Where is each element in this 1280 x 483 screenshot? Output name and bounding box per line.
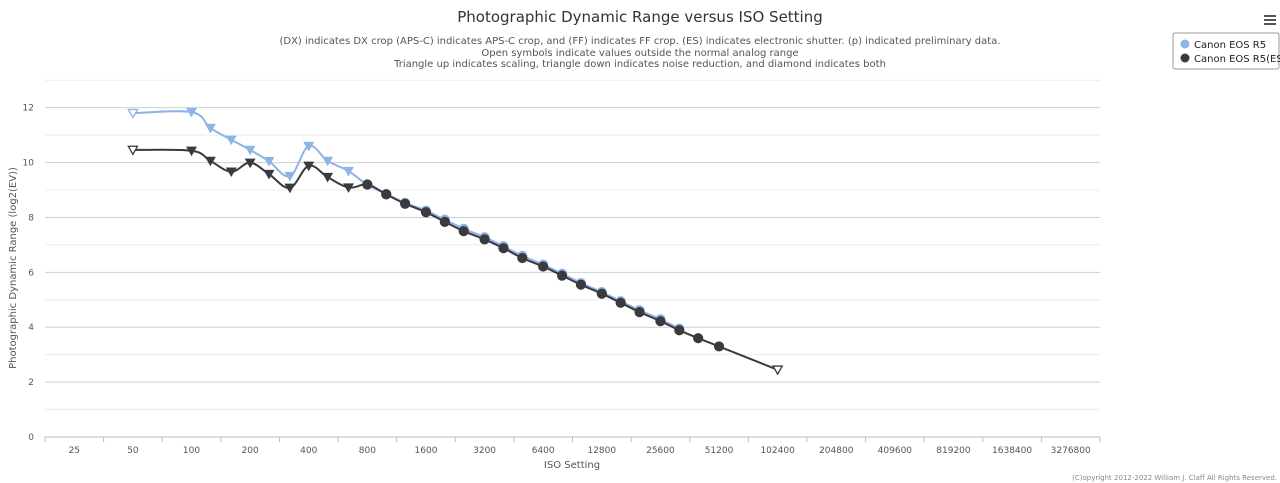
data-point[interactable] <box>303 161 315 172</box>
chart-subtitle-line-3: Triangle up indicates scaling, triangle … <box>393 59 886 70</box>
data-point[interactable] <box>615 297 626 308</box>
chart-title: Photographic Dynamic Range versus ISO Se… <box>457 8 823 26</box>
y-tick-label: 6 <box>28 268 34 278</box>
data-point[interactable] <box>244 145 256 156</box>
data-point[interactable] <box>204 123 216 134</box>
data-point-open[interactable] <box>127 145 139 156</box>
data-point[interactable] <box>381 189 392 200</box>
series-1 <box>127 145 784 376</box>
data-point[interactable] <box>517 252 528 264</box>
data-point[interactable] <box>225 135 237 146</box>
data-point[interactable] <box>556 270 568 281</box>
x-tick-label: 1638400 <box>992 446 1032 456</box>
data-point[interactable] <box>498 243 509 254</box>
data-point[interactable] <box>322 156 334 167</box>
data-point[interactable] <box>693 333 704 344</box>
x-tick-label: 800 <box>359 446 376 456</box>
x-tick-label: 3200 <box>473 446 496 456</box>
data-point[interactable] <box>303 141 315 152</box>
y-axis-title: Photographic Dynamic Range (log2(EV)) <box>8 167 19 369</box>
y-tick-label: 12 <box>23 104 34 114</box>
x-axis-ticks: 25 50 100 200 400 800 1600 3200 6400 12800 25600 51… <box>44 437 1101 456</box>
data-point[interactable] <box>284 183 296 194</box>
data-point[interactable] <box>575 279 587 290</box>
y-axis-ticks: 0 2 4 6 8 10 12 <box>23 104 35 443</box>
y-tick-label: 0 <box>28 433 34 443</box>
data-point[interactable] <box>322 172 334 183</box>
data-point[interactable] <box>362 179 373 190</box>
x-axis-title: ISO Setting <box>544 460 600 471</box>
data-point[interactable] <box>186 146 197 157</box>
y-tick-label: 4 <box>28 323 34 333</box>
x-tick-label: 1600 <box>415 446 438 456</box>
hamburger-menu-icon[interactable] <box>1263 13 1277 27</box>
x-tick-label: 200 <box>242 446 259 456</box>
series-line <box>132 148 778 371</box>
data-point[interactable] <box>343 166 354 177</box>
x-tick-label: 400 <box>300 446 317 456</box>
legend-label-r5: Canon EOS R5 <box>1194 40 1266 51</box>
data-point[interactable] <box>186 107 197 118</box>
data-point[interactable] <box>439 216 450 227</box>
data-point[interactable] <box>713 341 725 352</box>
legend: Canon EOS R5 Canon EOS R5(ES) <box>1172 32 1280 70</box>
legend-item-canon-eos-r5[interactable]: Canon EOS R5 <box>1180 39 1267 52</box>
data-point-open[interactable] <box>127 108 139 119</box>
data-point[interactable] <box>655 316 666 327</box>
chart-subtitle-line-2: Open symbols indicate values outside the… <box>481 48 798 59</box>
data-point[interactable] <box>263 169 275 180</box>
data-point[interactable] <box>458 226 469 237</box>
x-tick-label: 102400 <box>760 446 795 456</box>
data-point[interactable] <box>538 261 549 272</box>
x-tick-label: 409600 <box>878 446 913 456</box>
data-point[interactable] <box>596 288 607 299</box>
data-point[interactable] <box>343 183 354 193</box>
data-point[interactable] <box>284 171 296 182</box>
grid-layer <box>45 79 1100 438</box>
y-tick-label: 10 <box>23 159 35 169</box>
copyright-credits: (C)opyright 2012-2022 William J. Claff A… <box>1072 474 1277 482</box>
data-point[interactable] <box>674 325 685 336</box>
chart-subtitle-line-1: (DX) indicates DX crop (APS-C) indicates… <box>279 36 1000 47</box>
legend-marker-r5 <box>1180 39 1190 49</box>
x-tick-label: 3276800 <box>1051 446 1091 456</box>
data-point[interactable] <box>399 198 411 209</box>
legend-box <box>1172 32 1280 70</box>
y-tick-label: 8 <box>28 213 34 223</box>
x-tick-label: 819200 <box>936 446 971 456</box>
x-tick-label: 204800 <box>819 446 854 456</box>
data-point[interactable] <box>204 156 216 167</box>
x-tick-label: 50 <box>127 446 139 456</box>
x-tick-label: 100 <box>183 446 200 456</box>
x-tick-label: 6400 <box>532 446 555 456</box>
x-tick-label: 12800 <box>587 446 616 456</box>
y-tick-label: 2 <box>28 378 34 388</box>
legend-label-r5-es: Canon EOS R5(ES) <box>1194 54 1280 65</box>
data-point[interactable] <box>225 167 237 177</box>
data-point-open[interactable] <box>771 365 784 376</box>
data-point[interactable] <box>479 234 490 245</box>
x-tick-label: 25 <box>69 446 80 456</box>
data-point[interactable] <box>634 307 645 318</box>
data-point[interactable] <box>263 157 275 167</box>
legend-marker-r5-es <box>1180 53 1190 63</box>
series-layer <box>127 107 784 376</box>
x-tick-label: 25600 <box>646 446 675 456</box>
data-point[interactable] <box>420 207 432 218</box>
x-tick-label: 51200 <box>705 446 734 456</box>
legend-item-canon-eos-r5-es[interactable]: Canon EOS R5(ES) <box>1180 53 1280 66</box>
data-point[interactable] <box>244 158 256 169</box>
